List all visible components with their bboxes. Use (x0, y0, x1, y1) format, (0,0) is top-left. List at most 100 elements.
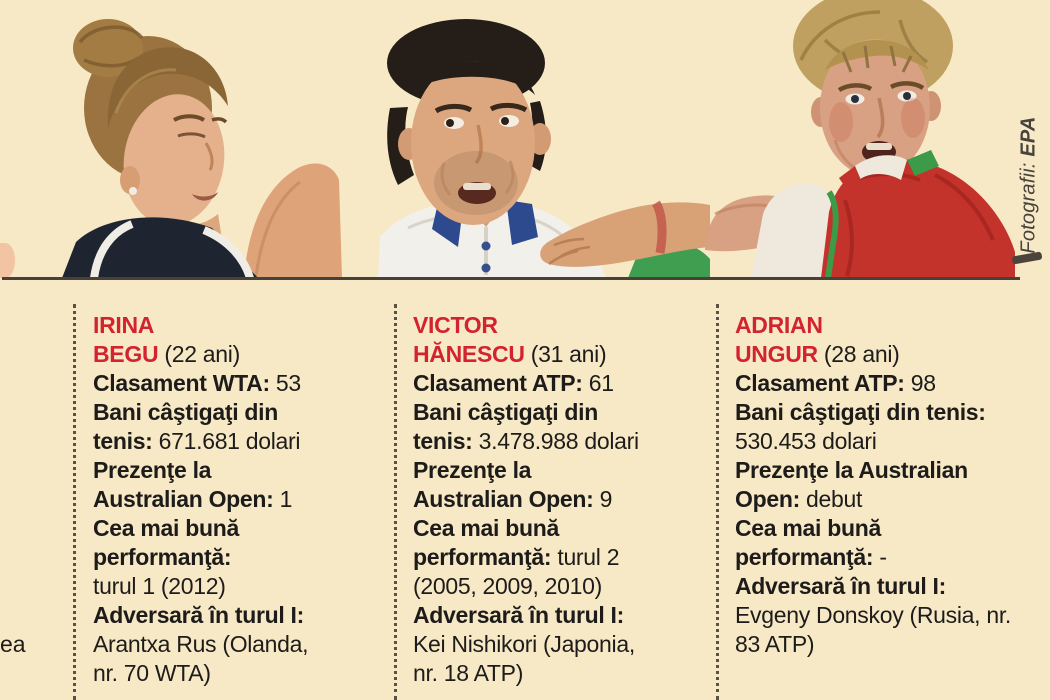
info-line: Bani câştigaţi din (93, 398, 408, 427)
info-line: Adversară în turul I: (93, 601, 408, 630)
stat-text: 98 (904, 370, 936, 396)
player-name: VICTOR (413, 312, 498, 338)
stat-text: 1 (273, 486, 293, 512)
info-line: Australian Open: 9 (413, 485, 728, 514)
outstretched-arm (540, 202, 710, 267)
stat-label: Open: (735, 486, 800, 512)
cropped-text-fragment: ea (0, 631, 26, 657)
info-line: Evgeny Donskoy (Rusia, nr. (735, 601, 1050, 630)
stat-label: Cea mai bună (93, 515, 239, 541)
stat-label: Bani câştigaţi din (93, 399, 279, 425)
photo-credit-agency: EPA (1017, 116, 1040, 157)
info-line: VICTOR (413, 311, 728, 340)
info-line: Bani câştigaţi din tenis: (735, 398, 1050, 427)
info-line: turul 1 (2012) (93, 572, 408, 601)
stat-text: debut (799, 486, 863, 512)
player-name: BEGU (93, 341, 159, 367)
stat-label: performanţă: (413, 544, 552, 570)
stat-text: - (873, 544, 887, 570)
info-line: Kei Nishikori (Japonia, (413, 630, 728, 659)
player-card-victor-hanescu: VICTOR HĂNESCU (31 ani) Clasament ATP: 61 B… (413, 311, 728, 688)
stat-label: Australian Open: (93, 486, 274, 512)
stat-label: tenis: (93, 428, 153, 454)
info-line: Clasament ATP: 61 (413, 369, 728, 398)
dotted-separator (394, 304, 397, 700)
stat-text: (22 ani) (158, 341, 240, 367)
adrian-ungur-photo (705, 0, 1015, 278)
stat-label: performanţă: (735, 544, 874, 570)
info-line: Cea mai bună (735, 514, 1050, 543)
player-name: ADRIAN (735, 312, 823, 338)
info-line: Open: debut (735, 485, 1050, 514)
red-shirt (821, 159, 1015, 278)
info-line: tenis: 671.681 dolari (93, 427, 408, 456)
photo-credit: Fotografii: EPA (1018, 116, 1041, 253)
stat-text: 3.478.988 dolari (472, 428, 639, 454)
cropped-photo-fragment (0, 243, 15, 278)
info-line: IRINA (93, 311, 408, 340)
info-line: (2005, 2009, 2010) (413, 572, 728, 601)
info-line: Clasament ATP: 98 (735, 369, 1050, 398)
info-line: ADRIAN (735, 311, 1050, 340)
player-figure (62, 19, 342, 278)
stat-label: Prezenţe la Australian (735, 457, 968, 483)
info-line: Clasament WTA: 53 (93, 369, 408, 398)
info-line: Bani câştigaţi din (413, 398, 728, 427)
stat-label: Adversară în turul I: (413, 602, 624, 628)
info-line: BEGU (22 ani) (93, 340, 408, 369)
player-name: HĂNESCU (413, 341, 525, 367)
stat-text: Kei Nishikori (Japonia, (413, 631, 635, 657)
stat-text: 61 (582, 370, 614, 396)
info-line: Arantxa Rus (Olanda, (93, 630, 408, 659)
info-line: performanţă: turul 2 (413, 543, 728, 572)
stat-text: 53 (269, 370, 301, 396)
player-name: UNGUR (735, 341, 818, 367)
info-line: tenis: 3.478.988 dolari (413, 427, 728, 456)
irina-begu-photo (62, 19, 342, 278)
stat-label: Cea mai bună (413, 515, 559, 541)
info-line: Adversară în turul I: (735, 572, 1050, 601)
player-name: IRINA (93, 312, 155, 338)
stat-label: Prezenţe la (93, 457, 212, 483)
stat-text: Arantxa Rus (Olanda, (93, 631, 309, 657)
stat-text: 9 (593, 486, 613, 512)
stat-label: Clasament ATP: (735, 370, 905, 396)
stat-text: 83 ATP) (735, 631, 815, 657)
stat-text: (28 ani) (817, 341, 900, 367)
info-line: 530.453 dolari (735, 427, 1050, 456)
dotted-separator (716, 304, 719, 700)
info-line: nr. 18 ATP) (413, 659, 728, 688)
victor-hanescu-photo (378, 19, 710, 278)
photo-credit-label: Fotografii: (1017, 156, 1040, 254)
info-line: Prezenţe la (93, 456, 408, 485)
info-line: UNGUR (28 ani) (735, 340, 1050, 369)
player-card-irina-begu: IRINA BEGU (22 ani) Clasament WTA: 53 Bani … (93, 311, 408, 688)
player-card-adrian-ungur: ADRIAN UNGUR (28 ani) Clasament ATP: 98 Ban… (735, 311, 1050, 659)
info-line: Cea mai bună (93, 514, 408, 543)
info-line: nr. 70 WTA) (93, 659, 408, 688)
info-line: performanţă: (93, 543, 408, 572)
stat-text: turul 2 (551, 544, 620, 570)
dotted-separator (73, 304, 76, 700)
info-line: Prezenţe la Australian (735, 456, 1050, 485)
stat-label: Clasament WTA: (93, 370, 270, 396)
info-line: 83 ATP) (735, 630, 1050, 659)
stat-label: Bani câştigaţi din tenis: (735, 399, 986, 425)
stat-label: tenis: (413, 428, 473, 454)
stat-text: (31 ani) (524, 341, 607, 367)
stat-text: nr. 70 WTA) (93, 660, 211, 686)
stat-text: (2005, 2009, 2010) (413, 573, 602, 599)
info-line: performanţă: - (735, 543, 1050, 572)
info-line: HĂNESCU (31 ani) (413, 340, 728, 369)
info-line: Cea mai bună (413, 514, 728, 543)
stat-label: performanţă: (93, 544, 232, 570)
info-line: Adversară în turul I: (413, 601, 728, 630)
player-figure (378, 19, 710, 278)
player-figure (705, 0, 1015, 278)
stat-label: Australian Open: (413, 486, 594, 512)
stat-text: 671.681 dolari (152, 428, 301, 454)
stat-label: Prezenţe la (413, 457, 532, 483)
stat-label: Adversară în turul I: (735, 573, 946, 599)
info-line: Australian Open: 1 (93, 485, 408, 514)
